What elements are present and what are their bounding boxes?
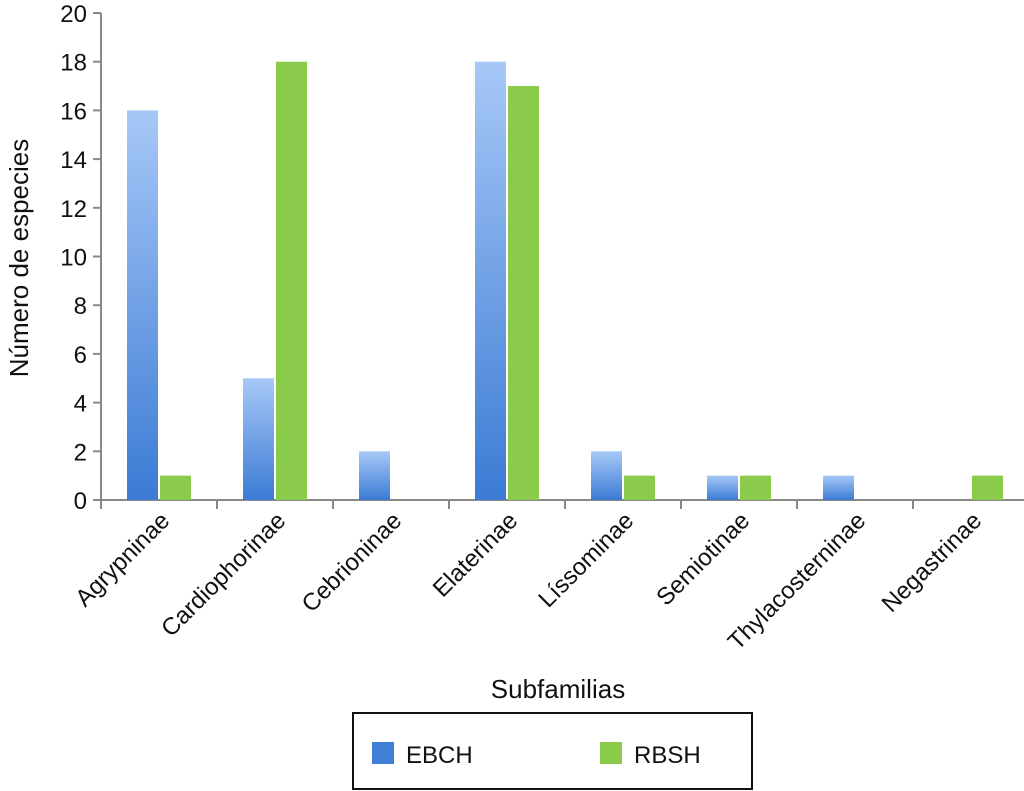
y-axis-label: Número de especies xyxy=(4,139,34,377)
x-tick-label: Elaterinae xyxy=(428,507,524,603)
y-tick-label: 0 xyxy=(74,488,87,515)
legend-swatch-ebch xyxy=(372,742,394,764)
bar-ebch-semiotinae xyxy=(707,475,738,500)
legend-label-ebch: EBCH xyxy=(406,742,473,769)
x-tick-label: Agrypninae xyxy=(70,507,175,612)
x-axis-label: Subfamilias xyxy=(491,674,625,704)
x-tick-label: Cebrioninae xyxy=(297,507,408,618)
legend-label-rbsh: RBSH xyxy=(634,742,701,769)
x-tick-label: Cardiophorinae xyxy=(156,507,291,642)
y-tick-label: 20 xyxy=(60,1,87,28)
bar-ebch-elaterinae xyxy=(475,61,506,500)
legend-swatch-rbsh xyxy=(600,742,622,764)
y-tick-label: 12 xyxy=(60,196,87,223)
y-tick-label: 16 xyxy=(60,98,87,125)
bar-ebch-thylacosterninae xyxy=(823,475,854,500)
x-tick-label: Líssominae xyxy=(533,507,639,613)
y-tick-label: 18 xyxy=(60,50,87,77)
y-tick-label: 8 xyxy=(74,293,87,320)
bar-ebch-agrypninae xyxy=(127,110,158,501)
y-tick-label: 10 xyxy=(60,245,87,272)
y-tick-label: 2 xyxy=(74,439,87,466)
bar-rbsh-cardiophorinae xyxy=(276,61,307,500)
legend: EBCH RBSH xyxy=(352,712,753,790)
y-tick-label: 6 xyxy=(74,342,87,369)
x-tick-label: Negastrinae xyxy=(877,507,988,618)
bar-rbsh-agrypninae xyxy=(160,475,191,500)
bar-rbsh-líssominae xyxy=(624,475,655,500)
bar-ebch-cardiophorinae xyxy=(243,378,274,500)
legend-box xyxy=(352,712,753,790)
bar-rbsh-elaterinae xyxy=(508,86,539,501)
x-tick-label: Semiotinae xyxy=(651,507,755,611)
y-tick-label: 14 xyxy=(60,147,87,174)
bar-rbsh-semiotinae xyxy=(740,475,771,500)
bar-rbsh-negastrinae xyxy=(972,475,1003,500)
bar-ebch-cebrioninae xyxy=(359,451,390,500)
bar-ebch-líssominae xyxy=(591,451,622,500)
y-tick-label: 4 xyxy=(74,391,87,418)
